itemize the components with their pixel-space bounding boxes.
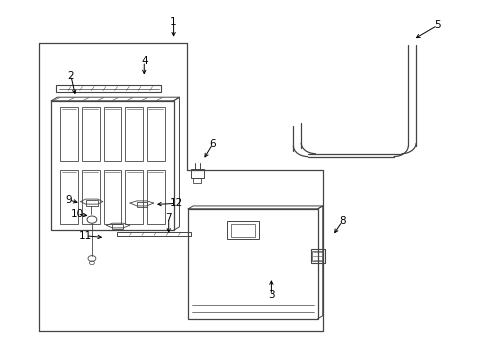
Bar <box>137 202 146 207</box>
Text: 7: 7 <box>165 213 172 223</box>
Bar <box>60 170 78 224</box>
Bar <box>103 107 121 161</box>
Bar <box>147 107 164 161</box>
Bar <box>117 232 190 236</box>
Bar <box>227 221 259 239</box>
Text: 2: 2 <box>67 71 74 81</box>
Bar <box>125 170 143 224</box>
Text: 3: 3 <box>267 290 274 300</box>
Bar <box>103 170 121 224</box>
Bar <box>60 107 78 161</box>
Bar <box>112 224 123 229</box>
Bar <box>81 107 100 161</box>
Text: 11: 11 <box>79 231 92 241</box>
Text: 6: 6 <box>209 139 216 149</box>
Text: 12: 12 <box>169 198 183 208</box>
Text: 1: 1 <box>170 17 177 27</box>
Bar <box>310 249 325 263</box>
Bar <box>51 101 173 230</box>
Bar <box>56 85 161 92</box>
Bar <box>231 224 255 237</box>
Bar <box>147 170 164 224</box>
Bar <box>192 178 201 183</box>
Bar <box>85 200 98 206</box>
Bar <box>188 209 317 319</box>
Text: 4: 4 <box>141 56 147 66</box>
Bar <box>312 251 323 261</box>
Bar <box>125 107 143 161</box>
Text: 10: 10 <box>71 209 83 219</box>
Text: 9: 9 <box>65 195 72 205</box>
Text: 5: 5 <box>433 20 440 30</box>
Text: 8: 8 <box>338 216 345 226</box>
Bar <box>81 170 100 224</box>
Bar <box>190 169 204 178</box>
